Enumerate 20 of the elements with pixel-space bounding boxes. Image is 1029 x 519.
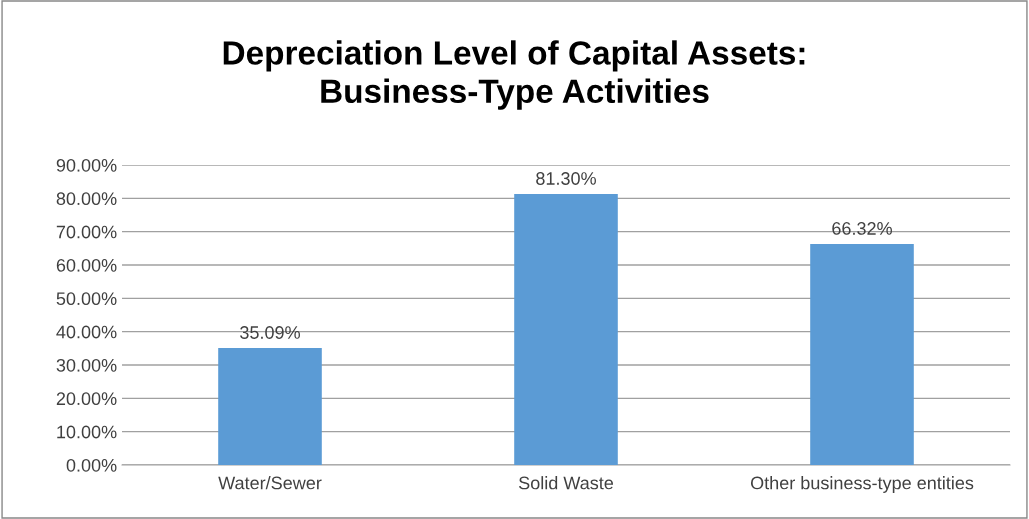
y-tick-label: 60.00% [56, 258, 117, 272]
y-tick-label: 50.00% [56, 292, 117, 306]
y-tick-label: 0.00% [66, 458, 117, 472]
data-label: 66.32% [832, 222, 892, 235]
x-tick-label: Solid Waste [518, 476, 614, 490]
x-tick-label: Water/Sewer [218, 476, 322, 490]
y-tick-label: 10.00% [57, 425, 117, 439]
y-tick-label: 30.00% [56, 358, 117, 372]
y-tick-label: 20.00% [56, 392, 117, 406]
y-tick-label: 70.00% [56, 225, 117, 239]
bar [218, 348, 322, 465]
y-tick-label: 40.00% [56, 325, 117, 339]
bar [810, 243, 914, 465]
y-tick-label: 90.00% [56, 158, 117, 172]
x-tick-label: Other business-type entities [750, 476, 974, 493]
data-label: 81.30% [536, 172, 596, 185]
bar [514, 194, 618, 465]
data-label: 35.09% [240, 326, 300, 339]
y-tick-label: 80.00% [56, 192, 117, 206]
chart-title: Depreciation Level of Capital Assets: Business-Type Activities [223, 40, 805, 110]
